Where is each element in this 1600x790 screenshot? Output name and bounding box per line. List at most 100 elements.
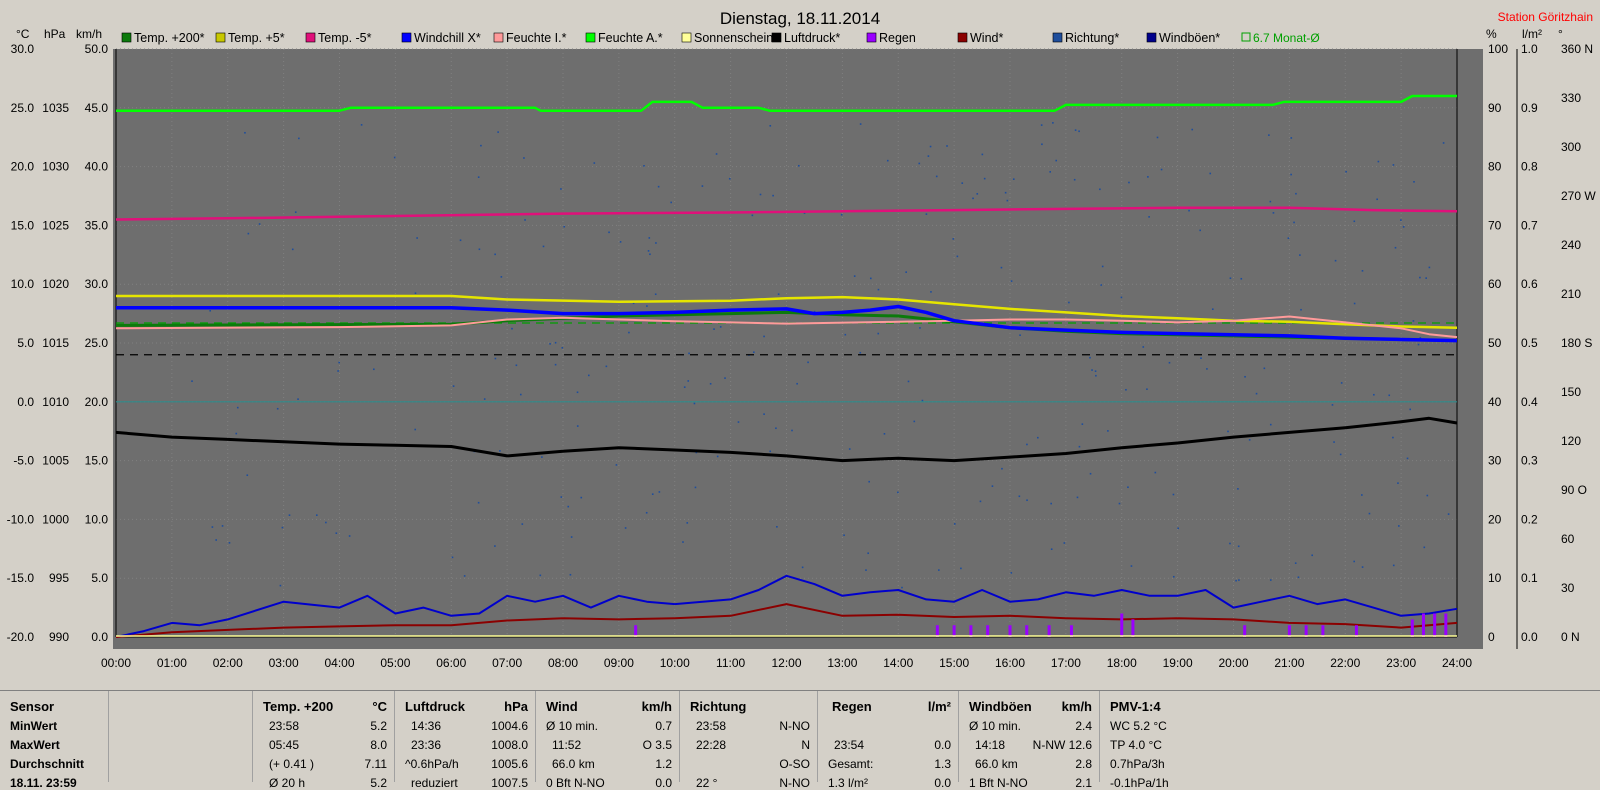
station-name: Station Göritzhain <box>1498 10 1593 24</box>
rain-bar <box>1354 625 1358 637</box>
avg-note: ^0.6hPa/h <box>405 757 459 771</box>
max-time: 23:54 <box>834 738 865 752</box>
unit-deg: ° <box>1558 27 1563 41</box>
tick-label: 180 S <box>1561 336 1592 350</box>
tick-label: 09:00 <box>604 656 634 670</box>
tick-label: 210 <box>1561 287 1581 301</box>
direction-point <box>215 539 217 541</box>
max-time: 11:52 <box>552 738 582 752</box>
direction-point <box>865 569 867 571</box>
direction-point <box>1373 393 1375 396</box>
tick-label: 360 N <box>1561 42 1593 56</box>
direction-point <box>651 493 654 495</box>
direction-point <box>1377 160 1380 163</box>
direction-point <box>713 328 715 330</box>
pmv-row: TP 4.0 °C <box>1110 738 1162 752</box>
direction-point <box>1142 346 1145 348</box>
direction-point <box>1334 259 1337 262</box>
direction-point <box>1168 361 1171 364</box>
direction-point <box>946 145 948 147</box>
legend-label: Temp. -5* <box>318 31 372 45</box>
rain-bar <box>1321 625 1325 637</box>
direction-point <box>1172 493 1175 496</box>
direction-point <box>298 137 300 140</box>
direction-point <box>519 393 522 396</box>
direction-point <box>576 425 579 427</box>
direction-point <box>539 574 542 577</box>
direction-point <box>1012 178 1015 180</box>
tick-label: 10:00 <box>660 656 690 670</box>
direction-point <box>683 386 686 388</box>
tick-label: 22:00 <box>1330 656 1360 670</box>
direction-point <box>563 225 566 228</box>
tick-label: 10.0 <box>11 277 35 291</box>
direction-point <box>1361 270 1364 272</box>
direction-point <box>1406 457 1409 460</box>
legend-label: Temp. +200* <box>134 31 205 45</box>
tick-label: 60 <box>1488 277 1502 291</box>
direction-point <box>1040 124 1043 126</box>
last-value: 0.0 <box>655 776 672 790</box>
unit-lm2: l/m² <box>1522 27 1542 41</box>
col-header: Wind <box>546 699 578 714</box>
direction-point <box>960 567 962 570</box>
tick-label: 60 <box>1561 532 1575 546</box>
direction-point <box>1238 579 1240 581</box>
tick-label: -20.0 <box>7 630 35 644</box>
direction-point <box>1294 562 1297 564</box>
direction-point <box>615 464 618 466</box>
direction-point <box>279 584 282 587</box>
tick-label: 0.7 <box>1521 218 1538 232</box>
direction-point <box>1290 137 1293 139</box>
direction-point <box>297 398 299 400</box>
tick-label: 20.0 <box>11 160 35 174</box>
direction-point <box>1052 122 1054 124</box>
max-value: N <box>801 738 810 752</box>
direction-point <box>1101 265 1104 268</box>
series-line <box>116 94 1457 112</box>
direction-point <box>907 380 910 383</box>
tick-label: 240 <box>1561 238 1581 252</box>
tick-label: 300 <box>1561 140 1581 154</box>
legend-swatch <box>1052 32 1063 43</box>
direction-point <box>451 556 454 559</box>
row-label: MinWert <box>10 719 58 733</box>
col-header: Windböen <box>969 699 1032 714</box>
direction-point <box>1000 266 1003 269</box>
tick-label: 990 <box>49 630 69 644</box>
direction-point <box>869 277 872 280</box>
direction-point <box>655 242 657 244</box>
row-label: MaxWert <box>10 738 60 752</box>
direction-point <box>1063 542 1066 544</box>
direction-point <box>1331 404 1334 406</box>
direction-point <box>1392 564 1395 567</box>
direction-point <box>1353 560 1355 563</box>
direction-point <box>560 496 563 498</box>
legend-swatch <box>585 32 596 43</box>
legend-label: Feuchte A.* <box>598 31 663 45</box>
unit-kmh: km/h <box>76 27 102 41</box>
tick-label: 23:00 <box>1386 656 1416 670</box>
direction-point <box>1227 430 1229 433</box>
direction-point <box>737 421 740 423</box>
tick-label: 0.1 <box>1521 571 1538 585</box>
direction-point <box>1353 302 1356 305</box>
tick-label: 1.0 <box>1521 42 1538 56</box>
direction-point <box>791 429 793 432</box>
max-value: N-NW 12.6 <box>1032 738 1092 752</box>
direction-point <box>848 448 851 450</box>
tick-label: 16:00 <box>995 656 1025 670</box>
tick-label: 13:00 <box>827 656 857 670</box>
tick-label: 1025 <box>42 218 69 232</box>
direction-point <box>867 552 869 555</box>
legend-swatch <box>866 32 877 43</box>
direction-point <box>1398 525 1400 527</box>
direction-point <box>247 232 250 235</box>
rain-bar <box>1243 625 1247 637</box>
direction-point <box>991 485 994 487</box>
series-line <box>115 574 1458 638</box>
direction-point <box>236 406 239 409</box>
direction-point <box>541 456 543 458</box>
last-value: N-NO <box>779 776 810 790</box>
direction-point <box>1074 129 1077 131</box>
